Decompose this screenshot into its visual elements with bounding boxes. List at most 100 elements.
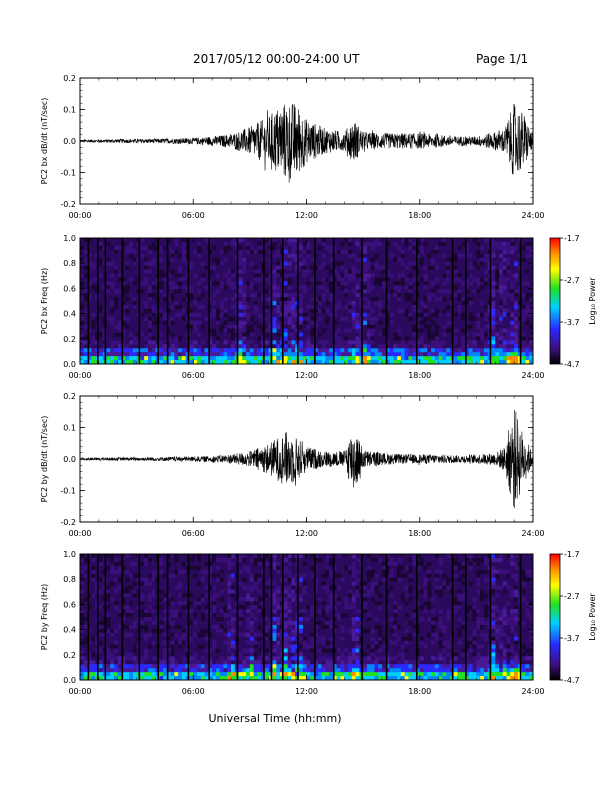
spectrogram-cell [514,273,519,278]
spectrogram-cell [242,648,247,653]
spectrogram-cell [272,352,277,357]
spectrogram-cell [170,561,175,567]
spectrogram-cell [181,348,187,353]
spectrogram-cell [117,340,122,345]
spectrogram-cell [442,585,447,590]
spectrogram-cell [174,660,179,665]
spectrogram-cell [298,668,304,673]
spectrogram-cell [200,360,205,365]
spectrogram-cell [404,613,409,618]
spectrogram-cell [332,336,337,341]
spectrogram-cell [110,289,115,294]
spectrogram-cell [457,617,462,622]
spectrogram-cell [332,261,337,266]
spectrogram-cell [389,340,394,345]
spectrogram-cell [144,261,149,266]
spectrogram-cell [415,293,421,298]
spectrogram-cell [253,554,258,559]
spectrogram-cell [166,281,171,286]
spectrogram-cell [291,340,296,345]
spectrogram-cell [370,668,375,673]
spectrogram-cell [317,656,322,661]
colorbar-title: Log₁₀ Power [588,277,597,325]
spectrogram-cell [132,304,137,310]
spectrogram-cell [431,676,436,681]
spectrogram-cell [442,672,447,677]
spectrogram-cell [231,648,236,653]
spectrogram-cell [412,356,417,361]
spectrogram-cell [166,297,171,302]
spectrogram-cell [246,640,251,645]
spectrogram-cell [480,249,485,255]
spectrogram-cell [317,281,322,286]
spectrogram-cell [246,620,251,626]
spectrogram-cell [529,265,534,270]
spectrogram-cell [344,624,349,630]
spectrogram-cell [208,356,213,361]
spectrogram-cell [408,324,413,329]
spectrogram-cell [283,652,288,657]
spectrogram-cell [98,241,103,247]
spectrogram-cell [178,360,183,365]
spectrogram-cell [423,289,428,294]
spectrogram-cell [510,281,515,286]
spectrogram-cell [132,281,137,286]
spectrogram-cell [465,352,470,357]
spectrogram-cell [306,557,311,563]
spectrogram-cell [212,297,217,302]
spectrogram-cell [80,344,85,349]
spectrogram-cell [298,593,304,598]
spectrogram-cell [227,356,232,361]
spectrogram-cell [283,257,288,262]
spectrogram-cell [412,265,417,270]
spectrogram-cell [321,648,326,653]
spectrogram-cell [404,601,409,606]
spectrogram-cell [393,676,398,681]
spectrogram-cell [525,293,530,298]
y-axis-title: PC2 bx dB/dt (nT/sec) [40,98,49,185]
spectrogram-cell [340,632,345,637]
spectrogram-cell [231,277,236,282]
spectrogram-cell [461,565,466,571]
spectrogram-cell [238,249,243,255]
spectrogram-cell [321,644,326,649]
spectrogram-cell [117,656,122,661]
spectrogram-cell [317,269,322,274]
spectrogram-cell [147,316,153,321]
spectrogram-cell [340,273,345,278]
spectrogram-cell [87,238,92,243]
spectrogram-cell [366,241,371,247]
spectrogram-cell [415,308,421,314]
spectrogram-cell [415,656,421,661]
spectrogram-cell [461,316,466,321]
spectrogram-cell [163,656,168,661]
spectrogram-cell [483,356,489,361]
spectrogram-cell [215,289,220,294]
spectrogram-cell [204,585,209,590]
spectrogram-cell [442,245,447,251]
spectrogram-cell [125,585,130,590]
spectrogram-cell [329,245,334,251]
spectrogram-cell [106,585,111,590]
spectrogram-cell [465,609,470,614]
spectrogram-cell [291,352,296,357]
spectrogram-cell [276,656,281,661]
spectrogram-cell [465,597,470,602]
spectrogram-cell [298,320,304,325]
spectrogram-cell [468,301,473,306]
spectrogram-cell [298,360,304,365]
spectrogram-cell [465,652,470,657]
spectrogram-cell [404,640,409,645]
spectrogram-cell [321,664,326,669]
spectrogram-cell [476,605,481,610]
colorbar-scale [549,237,561,365]
spectrogram-cell [91,672,96,677]
spectrogram-cell [170,636,175,641]
spectrogram-cell [98,668,103,673]
spectrogram-cell [351,644,356,649]
spectrogram-cell [378,656,383,661]
spectrogram-cell [249,348,254,353]
spectrogram-cell [144,253,149,258]
spectrogram-cell [404,348,409,353]
spectrogram-cell [238,569,243,574]
